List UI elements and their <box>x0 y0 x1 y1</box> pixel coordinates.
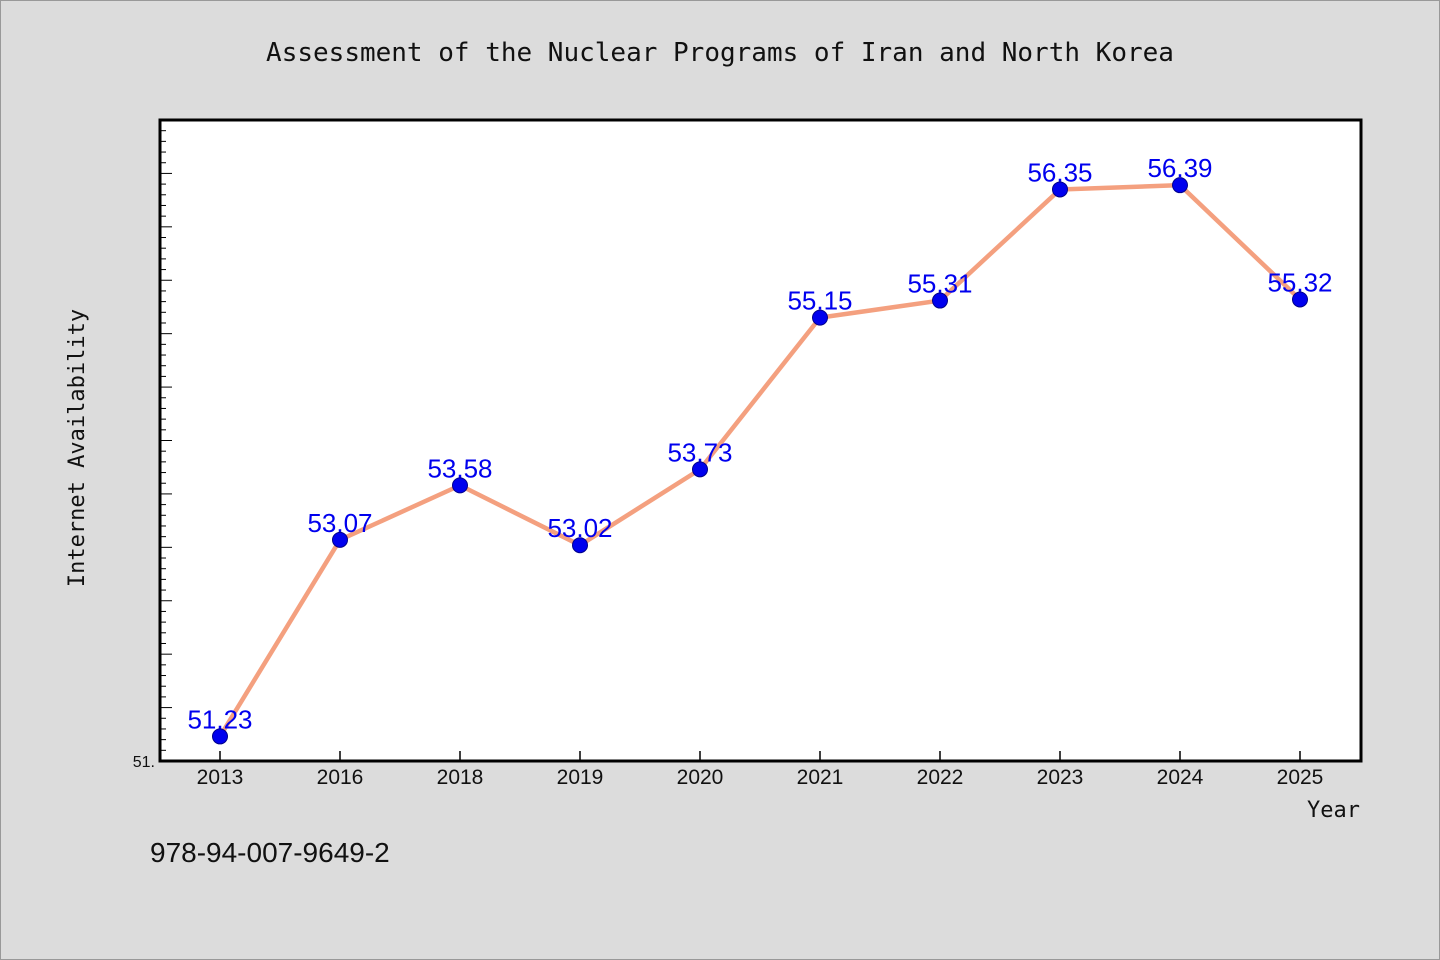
y-tick-label: 51. <box>133 754 155 771</box>
data-point <box>1052 181 1068 198</box>
chart-title: Assessment of the Nuclear Programs of Ir… <box>266 38 1174 68</box>
data-label: 55.15 <box>787 286 852 316</box>
x-tick-label: 2013 <box>197 766 244 789</box>
y-axis-ticks <box>160 119 172 762</box>
data-label: 53.58 <box>427 453 492 483</box>
x-tick-label: 2019 <box>557 766 604 789</box>
x-tick-label: 2018 <box>437 766 484 789</box>
data-label: 53.07 <box>307 508 372 538</box>
x-tick-label: 2024 <box>1157 766 1204 789</box>
data-point <box>572 537 588 554</box>
data-point <box>812 309 828 326</box>
x-tick-label: 2020 <box>677 766 724 789</box>
data-label: 55.31 <box>907 269 972 299</box>
data-label: 51.23 <box>187 704 252 734</box>
x-tick-label: 2023 <box>1037 766 1084 789</box>
x-axis-ticks: 2013 2016 2018 2019 2020 2021 2022 2023 2024 2025 <box>197 751 1324 789</box>
series-line <box>218 182 1302 738</box>
data-label: 56.39 <box>1147 153 1212 183</box>
plot-area <box>158 118 1363 763</box>
x-tick-label: 2022 <box>917 766 964 789</box>
data-point <box>212 728 228 745</box>
footer-text: 978-94-007-9649-2 <box>150 837 390 868</box>
data-point <box>692 461 708 478</box>
data-point <box>1292 291 1308 308</box>
data-point <box>1172 177 1188 194</box>
x-tick-label: 2021 <box>797 766 844 789</box>
data-label: 55.32 <box>1267 267 1332 297</box>
data-point <box>332 531 348 548</box>
x-tick-label: 2016 <box>317 766 364 789</box>
series-layer: 51.23 53.07 53.58 53.02 53.73 55.15 55.31 56.35… <box>187 153 1333 745</box>
data-point <box>452 477 468 494</box>
x-tick-label: 2025 <box>1277 766 1324 789</box>
data-label: 53.02 <box>547 513 612 543</box>
data-label: 56.35 <box>1027 157 1092 187</box>
y-axis-label: Internet Availability <box>65 309 90 587</box>
data-label: 53.73 <box>667 437 732 467</box>
x-axis-label: Year <box>1307 798 1360 823</box>
data-point <box>932 292 948 309</box>
